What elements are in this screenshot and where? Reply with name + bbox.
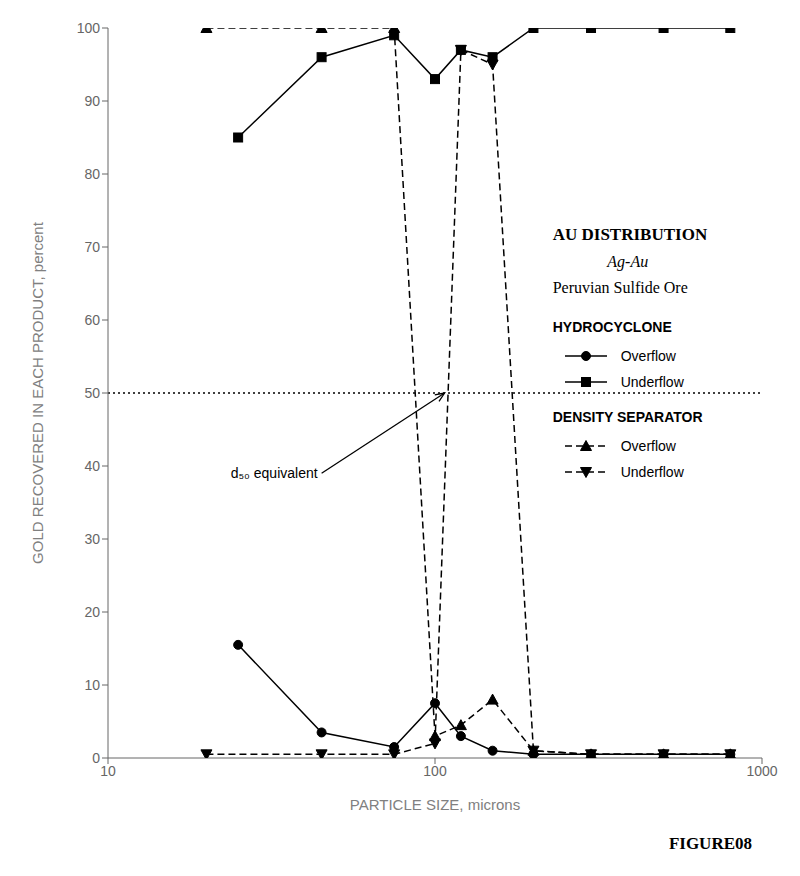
html-text:Overflow: Overflow bbox=[620, 438, 676, 455]
html-text:FIGURE08: FIGURE08 bbox=[668, 834, 752, 853]
svg-text:70: 70 bbox=[84, 239, 100, 255]
html-text:Overflow: Overflow bbox=[620, 348, 676, 365]
svg-text:d₅₀ equivalent: d₅₀ equivalent bbox=[231, 465, 318, 481]
svg-text:40: 40 bbox=[84, 458, 100, 474]
html-text:Peruvian Sulfide Ore: Peruvian Sulfide Ore bbox=[552, 279, 688, 297]
html-text:DENSITY SEPARATOR: DENSITY SEPARATOR bbox=[552, 409, 703, 426]
html-text:AU DISTRIBUTION: AU DISTRIBUTION bbox=[552, 225, 708, 245]
svg-text:1000: 1000 bbox=[746, 763, 777, 779]
svg-text:10: 10 bbox=[100, 763, 116, 779]
html-text:Underflow: Underflow bbox=[620, 374, 684, 391]
svg-text:60: 60 bbox=[84, 312, 100, 328]
html-text:Underflow: Underflow bbox=[620, 464, 684, 481]
svg-text:20: 20 bbox=[84, 604, 100, 620]
html-text:HYDROCYCLONE: HYDROCYCLONE bbox=[552, 319, 672, 336]
svg-text:50: 50 bbox=[84, 385, 100, 401]
svg-text:30: 30 bbox=[84, 531, 100, 547]
svg-text:100: 100 bbox=[77, 20, 101, 36]
svg-text:0: 0 bbox=[92, 750, 100, 766]
svg-text:PARTICLE SIZE, microns: PARTICLE SIZE, microns bbox=[350, 796, 520, 813]
svg-text:80: 80 bbox=[84, 166, 100, 182]
svg-text:100: 100 bbox=[423, 763, 447, 779]
svg-text:GOLD RECOVERED IN EACH PRODUCT: GOLD RECOVERED IN EACH PRODUCT, percent bbox=[29, 221, 46, 564]
html-text:Ag-Au: Ag-Au bbox=[607, 253, 649, 271]
svg-text:10: 10 bbox=[84, 677, 100, 693]
svg-text:90: 90 bbox=[84, 93, 100, 109]
